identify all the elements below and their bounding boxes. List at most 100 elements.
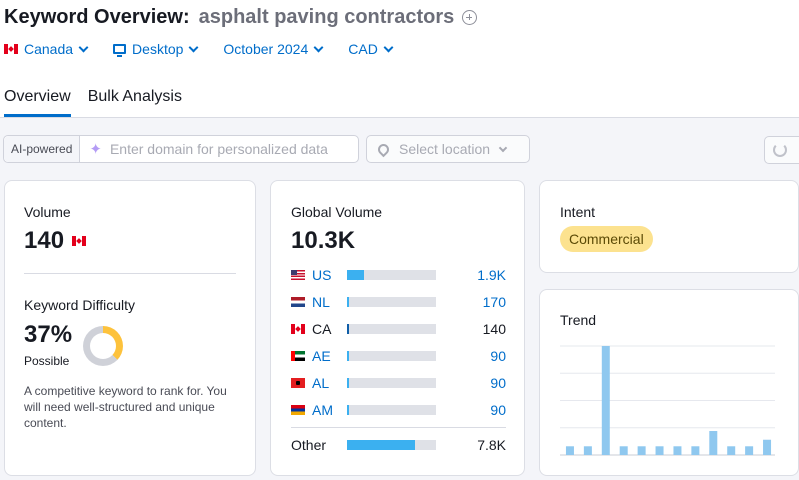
country-code-nl[interactable]: NL [312,294,330,310]
refresh-icon [773,143,787,157]
domain-input-group: AI-powered ✦ [3,135,359,163]
country-label: Canada [24,41,74,57]
ae-flag-icon [291,351,305,361]
divider [24,273,236,274]
trend-label: Trend [560,312,597,328]
trend-chart [560,345,775,456]
divider [291,427,506,428]
tab-overview[interactable]: Overview [4,88,71,117]
share-bar-al [347,378,436,388]
country-volume-am[interactable]: 90 [490,402,506,418]
us-flag-icon [291,270,305,280]
currency-label: CAD [348,41,378,57]
country-code-al[interactable]: AL [312,375,330,391]
al-flag-icon [291,378,305,388]
global-volume-card: Global Volume 10.3K US 1.9K NL 170 CA 14… [270,180,525,476]
country-row-other: Other 7.8K [291,436,506,454]
trend-bar[interactable] [565,446,574,455]
country-row-al: AL 90 [291,374,506,392]
share-bar-fill [347,378,349,388]
ai-powered-label: AI-powered [4,136,81,162]
location-select[interactable]: Select location [366,135,530,163]
volume-value: 140 [24,227,65,254]
volume-label: Volume [24,204,71,220]
other-label: Other [291,437,327,453]
country-volume-nl[interactable]: 170 [482,294,506,310]
keyword-difficulty-value: 37% [24,321,73,348]
device-label: Desktop [132,41,184,57]
share-bar-fill [347,405,349,415]
tab-bulk-analysis[interactable]: Bulk Analysis [87,88,182,105]
country-row-ca: CA 140 [291,320,506,338]
trend-bar[interactable] [745,446,754,455]
other-volume: 7.8K [477,437,506,453]
nl-flag-icon [291,297,305,307]
device-dropdown[interactable]: Desktop [113,41,199,57]
country-code-ca: CA [312,321,332,337]
trend-card: Trend [539,289,799,476]
share-bar-ae [347,351,436,361]
trend-bar[interactable] [655,446,664,455]
share-bar-us [347,270,436,280]
location-pin-icon [375,141,392,157]
country-volume-us[interactable]: 1.9K [477,267,506,283]
country-row-us: US 1.9K [291,266,506,284]
global-volume-label: Global Volume [291,204,383,220]
canada-flag-icon [4,44,18,54]
keyword-text: asphalt paving contractors [198,6,455,28]
tab-bar: Overview Bulk Analysis [4,88,199,117]
chevron-down-icon [188,42,199,52]
global-volume-value: 10.3K [291,227,356,254]
intent-card: Intent Commercial [539,180,799,273]
domain-input[interactable] [109,141,350,157]
difficulty-donut-chart [83,326,123,366]
currency-dropdown[interactable]: CAD [348,41,394,57]
add-to-list-icon[interactable] [462,10,478,25]
trend-bar[interactable] [583,446,592,455]
header: Keyword Overview: asphalt paving contrac… [0,0,799,118]
canada-flag-icon [72,236,87,246]
trend-bar[interactable] [691,446,700,455]
trend-bar[interactable] [673,446,682,455]
trend-bar[interactable] [601,346,610,455]
share-bar-fill [347,297,349,307]
country-volume-ca: 140 [482,321,506,337]
location-placeholder: Select location [399,141,491,157]
keyword-difficulty-description: A competitive keyword to rank for. You w… [24,384,227,430]
country-row-ae: AE 90 [291,347,506,365]
keyword-difficulty-label: Keyword Difficulty [24,297,136,313]
chevron-down-icon [313,42,324,52]
share-bar-ca [347,324,436,334]
canada-flag-icon [291,324,305,334]
country-dropdown[interactable]: Canada [4,41,89,57]
filter-bar: Canada Desktop October 2024 CAD [4,41,418,57]
share-bar-other [347,440,436,450]
trend-bar[interactable] [637,446,646,455]
country-code-us[interactable]: US [312,267,332,283]
chevron-down-icon [498,143,508,152]
keyword-difficulty-level: Possible [24,354,70,368]
chevron-down-icon [78,42,89,52]
country-volume-ae[interactable]: 90 [490,348,506,364]
am-flag-icon [291,405,305,415]
chevron-down-icon [383,42,394,52]
date-dropdown[interactable]: October 2024 [223,41,324,57]
page-title: Keyword Overview: asphalt paving contrac… [4,6,478,29]
intent-label: Intent [560,204,596,220]
trend-bar[interactable] [727,446,736,455]
trend-bar[interactable] [709,431,718,455]
share-bar-am [347,405,436,415]
trend-bar[interactable] [763,439,772,455]
desktop-icon [113,44,127,57]
country-volume-al[interactable]: 90 [490,375,506,391]
trend-bar[interactable] [619,446,628,455]
country-code-ae[interactable]: AE [312,348,331,364]
share-bar-fill [347,440,415,450]
share-bar-fill [347,324,349,334]
country-code-am[interactable]: AM [312,402,333,418]
refresh-button[interactable] [764,136,799,164]
volume-card: Volume 140 Keyword Difficulty 37% Possib… [4,180,256,476]
date-label: October 2024 [223,41,309,57]
share-bar-fill [347,270,364,280]
share-bar-nl [347,297,436,307]
